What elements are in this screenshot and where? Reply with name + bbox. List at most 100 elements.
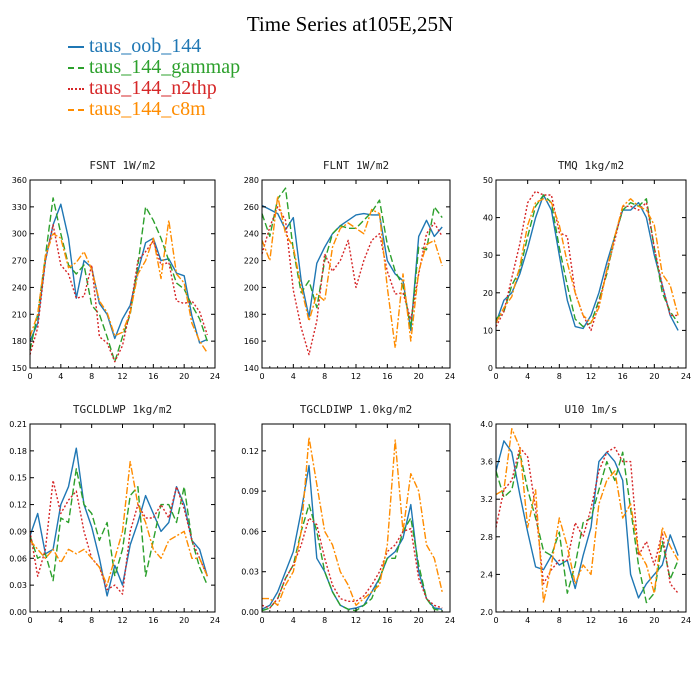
y-tick-label: 0.00 xyxy=(241,608,259,617)
plot-frame xyxy=(495,179,687,369)
x-tick-label: 4 xyxy=(291,372,296,381)
legend-item: taus_144_gammap xyxy=(68,57,240,78)
x-tick-label: 4 xyxy=(525,616,530,625)
chart-panel-6: U10 1m/s 0 4 8 12 16 20 24 2.0 2.4 2.8 3.2 3.6 4.0 xyxy=(480,403,691,625)
series-line-taus_144_c8m xyxy=(262,436,443,606)
y-tick-label: 0.06 xyxy=(9,554,27,563)
series-line-taus_144_c8m xyxy=(495,428,679,604)
x-tick-label: 16 xyxy=(148,616,158,625)
x-tick-label: 8 xyxy=(89,616,94,625)
y-tick-label: 0.12 xyxy=(241,447,259,456)
y-tick-label: 4.0 xyxy=(480,420,493,429)
legend-swatch xyxy=(68,88,84,91)
y-tick-label: 180 xyxy=(244,310,259,319)
x-tick-label: 16 xyxy=(382,372,392,381)
chart-panel-5: TGCLDIWP 1.0kg/m2 0 4 8 12 16 20 24 0.00 0.03 0.06… xyxy=(241,403,455,625)
y-tick-label: 0.18 xyxy=(9,447,27,456)
x-tick-label: 20 xyxy=(414,616,424,625)
y-tick-label: 40 xyxy=(483,214,493,223)
y-tick-label: 3.6 xyxy=(480,458,493,467)
x-tick-label: 8 xyxy=(557,372,562,381)
x-tick-label: 20 xyxy=(649,372,659,381)
x-tick-label: 4 xyxy=(291,616,296,625)
y-tick-label: 0.12 xyxy=(9,501,27,510)
legend-swatch xyxy=(68,109,84,112)
x-tick-label: 16 xyxy=(382,616,392,625)
x-tick-label: 20 xyxy=(179,616,189,625)
legend-item: taus_oob_144 xyxy=(68,36,240,57)
y-tick-label: 140 xyxy=(244,364,259,373)
y-tick-label: 270 xyxy=(12,257,27,266)
x-tick-label: 20 xyxy=(649,616,659,625)
legend-label: taus_oob_144 xyxy=(89,35,202,57)
series-line-taus_oob_144 xyxy=(495,194,679,331)
y-tick-label: 0.03 xyxy=(9,581,27,590)
y-tick-label: 0.09 xyxy=(241,487,259,496)
panel-title: TGCLDIWP 1.0kg/m2 xyxy=(300,403,413,416)
y-tick-label: 10 xyxy=(483,326,493,335)
x-tick-label: 12 xyxy=(117,616,127,625)
y-tick-label: 0 xyxy=(488,364,493,373)
series-line-taus_oob_144 xyxy=(261,464,443,610)
x-tick-label: 12 xyxy=(117,372,127,381)
y-tick-label: 50 xyxy=(483,176,493,185)
x-tick-label: 0 xyxy=(259,616,264,625)
x-tick-label: 12 xyxy=(586,616,596,625)
panel-title: U10 1m/s xyxy=(565,403,618,416)
series-line-taus_144_c8m xyxy=(495,198,679,324)
y-tick-label: 280 xyxy=(244,176,259,185)
y-tick-label: 3.2 xyxy=(480,495,493,504)
legend-swatch xyxy=(68,67,84,70)
y-tick-label: 330 xyxy=(12,203,27,212)
y-tick-label: 240 xyxy=(244,230,259,239)
series-line-taus_144_gammap xyxy=(261,187,443,329)
series-line-taus_144_n2thp xyxy=(495,190,679,332)
chart-panel-3: TMQ 1kg/m2 0 4 8 12 16 20 24 0 10 20 30 40 50 xyxy=(483,159,691,381)
y-tick-label: 360 xyxy=(12,176,27,185)
y-tick-label: 150 xyxy=(12,364,27,373)
y-tick-label: 0.15 xyxy=(9,474,27,483)
x-tick-label: 0 xyxy=(493,616,498,625)
legend: taus_oob_144 taus_144_gammap taus_144_n2… xyxy=(68,36,240,120)
panel-title: TGCLDLWP 1kg/m2 xyxy=(73,403,172,416)
x-tick-label: 24 xyxy=(681,372,691,381)
series-line-taus_oob_144 xyxy=(29,203,208,344)
x-tick-label: 4 xyxy=(58,616,63,625)
x-tick-label: 16 xyxy=(618,616,628,625)
y-tick-label: 210 xyxy=(12,310,27,319)
panel-title: FLNT 1W/m2 xyxy=(323,159,389,172)
y-tick-label: 180 xyxy=(12,337,27,346)
legend-label: taus_144_gammap xyxy=(89,56,241,78)
y-tick-label: 0.03 xyxy=(241,568,259,577)
legend-swatch xyxy=(68,46,84,49)
panel-title: FSNT 1W/m2 xyxy=(89,159,155,172)
x-tick-label: 12 xyxy=(351,616,361,625)
x-tick-label: 8 xyxy=(322,616,327,625)
y-tick-label: 0.09 xyxy=(9,527,27,536)
plot-frame xyxy=(261,179,451,369)
x-tick-label: 8 xyxy=(322,372,327,381)
x-tick-label: 8 xyxy=(557,616,562,625)
x-tick-label: 16 xyxy=(618,372,628,381)
chart-panel-4: TGCLDLWP 1kg/m2 0 4 8 12 16 20 24 0.00 0.03 0.06 0.… xyxy=(9,403,220,625)
y-tick-label: 30 xyxy=(483,251,493,260)
y-tick-label: 0.00 xyxy=(9,608,27,617)
y-tick-label: 220 xyxy=(244,257,259,266)
x-tick-label: 12 xyxy=(586,372,596,381)
x-tick-label: 20 xyxy=(179,372,189,381)
series-line-taus_144_gammap xyxy=(29,197,208,363)
x-tick-label: 16 xyxy=(148,372,158,381)
y-tick-label: 2.0 xyxy=(480,608,493,617)
x-tick-label: 24 xyxy=(681,616,691,625)
legend-item: taus_144_n2thp xyxy=(68,78,240,99)
x-tick-label: 0 xyxy=(27,616,32,625)
y-tick-label: 200 xyxy=(244,283,259,292)
series-line-taus_144_gammap xyxy=(261,503,443,612)
x-tick-label: 24 xyxy=(210,372,220,381)
y-tick-label: 0.21 xyxy=(9,420,27,429)
legend-label: taus_144_n2thp xyxy=(89,77,217,99)
y-tick-label: 260 xyxy=(244,203,259,212)
y-tick-label: 240 xyxy=(12,283,27,292)
series-line-taus_oob_144 xyxy=(29,447,208,597)
